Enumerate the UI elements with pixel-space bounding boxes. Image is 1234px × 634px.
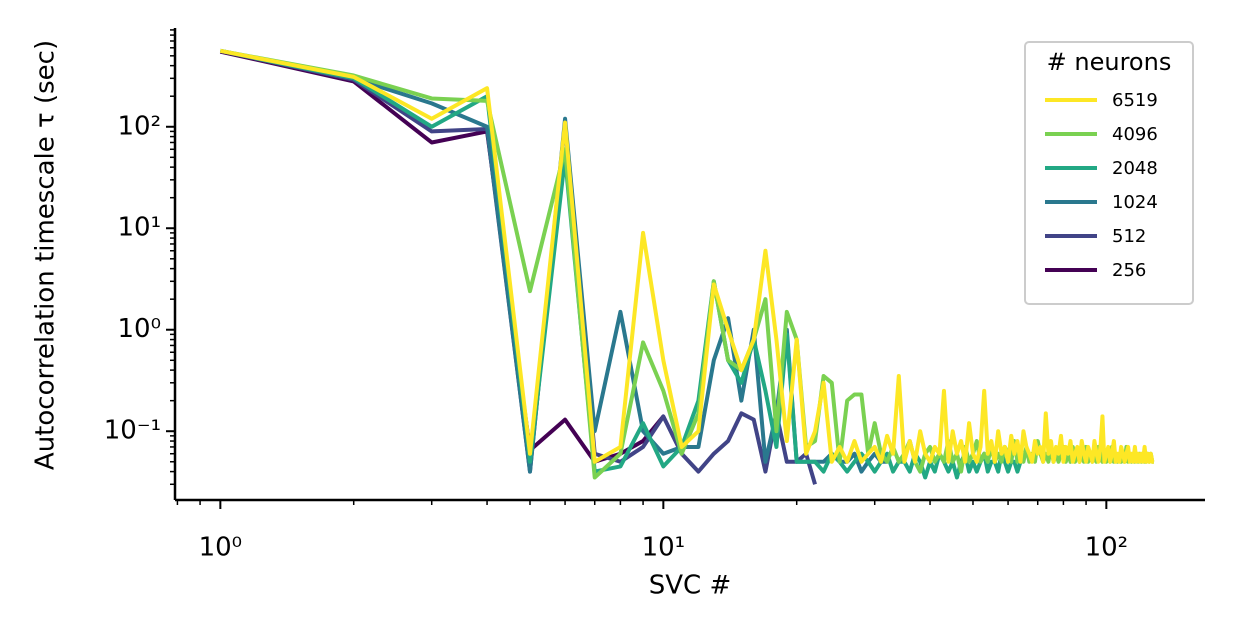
y-axis-label: Autocorrelation timescale τ (sec) (31, 40, 61, 470)
y-tick-label: 10¹ (117, 213, 161, 243)
series-line (219, 48, 1023, 480)
y-tick-label: 10² (117, 111, 161, 141)
series-line (219, 48, 817, 485)
x-axis-label: SVC # (649, 571, 732, 601)
x-tick-label: 10⁰ (199, 533, 243, 563)
legend-label: 256 (1112, 260, 1146, 281)
y-tick-label: 10⁻¹ (104, 416, 161, 446)
legend-label: 1024 (1112, 192, 1158, 213)
legend-label: 4096 (1112, 124, 1158, 145)
legend-label: 6519 (1112, 90, 1158, 111)
legend-label: 512 (1112, 226, 1146, 247)
legend-label: 2048 (1112, 158, 1158, 179)
x-tick-label: 10² (1085, 533, 1129, 563)
series-line (219, 48, 1155, 464)
legend-title: # neurons (1047, 48, 1172, 76)
x-tick-label: 10¹ (642, 533, 686, 563)
y-tick-label: 10⁰ (117, 314, 161, 344)
series-line (219, 48, 1155, 480)
legend-box (1024, 41, 1194, 305)
